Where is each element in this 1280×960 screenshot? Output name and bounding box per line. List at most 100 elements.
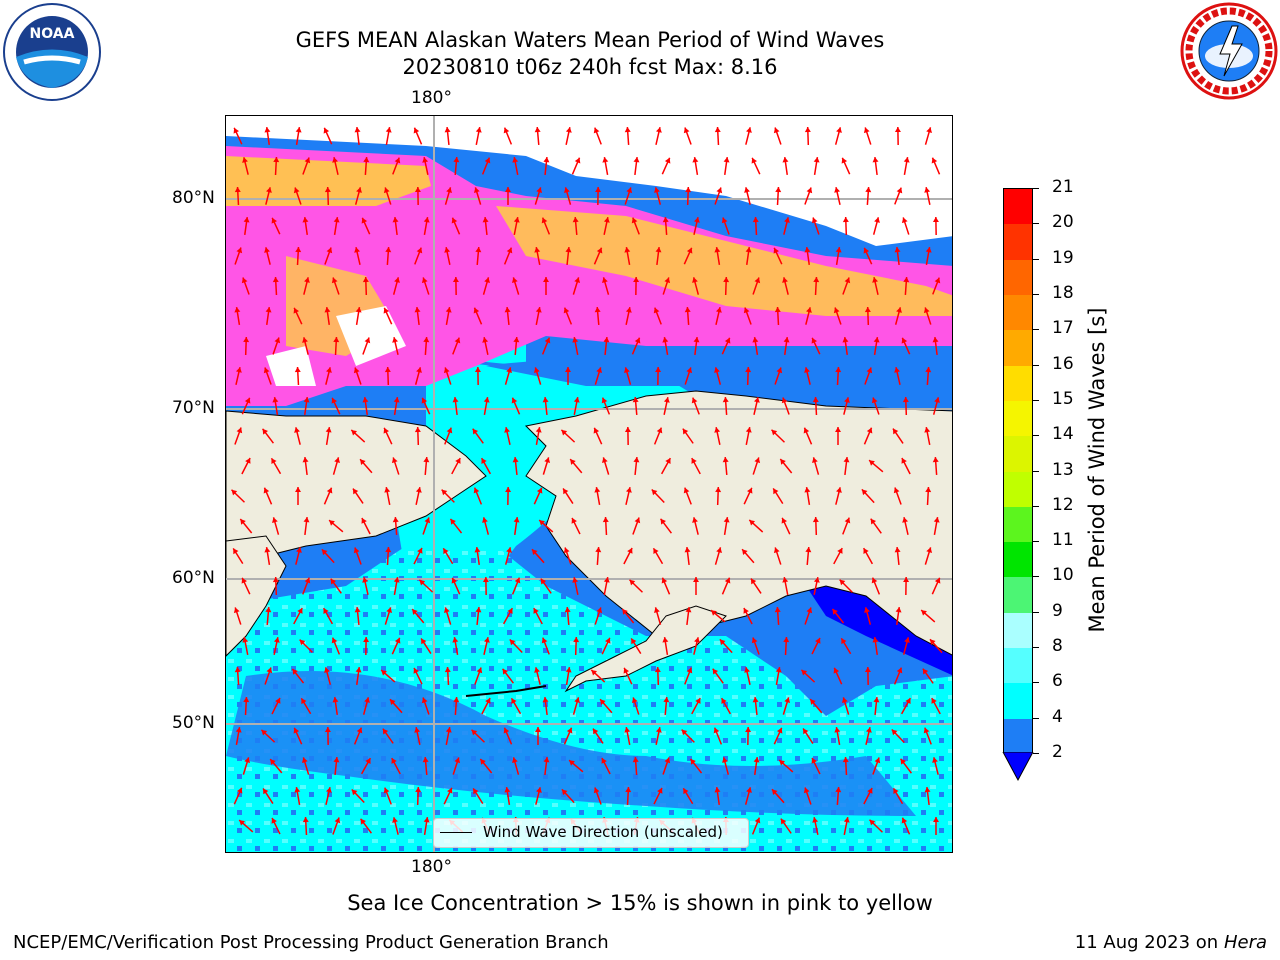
sea-ice-note: Sea Ice Concentration > 15% is shown in … xyxy=(347,891,933,915)
wave-arrow xyxy=(899,758,913,774)
wave-arrow xyxy=(421,697,430,715)
wave-arrow xyxy=(833,667,843,685)
colorbar-block xyxy=(1004,294,1032,331)
wave-arrow xyxy=(693,637,700,655)
map-plot xyxy=(225,115,953,853)
wave-arrow xyxy=(693,336,700,356)
wave-arrow xyxy=(842,517,851,535)
wave-arrow xyxy=(781,517,791,535)
wave-arrow xyxy=(931,157,941,175)
wave-arrow xyxy=(452,637,459,655)
wave-arrow xyxy=(324,186,331,206)
wave-arrow xyxy=(594,306,601,326)
wave-arrow xyxy=(811,757,821,775)
wave-arrow xyxy=(772,487,784,505)
wave-arrow xyxy=(932,397,940,415)
wave-arrow xyxy=(385,127,392,145)
wave-arrow xyxy=(384,487,391,505)
wave-arrow xyxy=(630,637,642,655)
lat-label-60: 60°N xyxy=(172,568,215,588)
colorbar-block xyxy=(1004,648,1032,684)
colorbar-tick-mark xyxy=(1033,329,1039,331)
wave-arrow xyxy=(800,669,816,683)
wave-arrow xyxy=(661,157,671,175)
wave-arrow xyxy=(654,607,662,625)
wave-arrow xyxy=(271,817,281,835)
wave-arrow xyxy=(273,156,280,176)
colorbar-tick-label: 17 xyxy=(1052,318,1074,339)
wave-arrow xyxy=(385,546,392,566)
wave-arrow xyxy=(933,817,939,835)
wave-arrow xyxy=(473,307,483,325)
colorbar-tick-label: 20 xyxy=(1052,212,1074,233)
wave-arrow xyxy=(333,216,340,236)
chukchi-blue xyxy=(486,359,686,386)
wave-arrow xyxy=(781,397,790,415)
wave-arrow xyxy=(503,727,513,745)
wave-arrow xyxy=(423,456,430,476)
colorbar-block xyxy=(1004,471,1032,508)
colorbar-block xyxy=(1004,683,1032,720)
deep-band-north-pacific xyxy=(226,671,916,816)
wave-arrow xyxy=(903,157,910,175)
wave-arrow xyxy=(923,307,932,325)
colorbar-tick-mark xyxy=(1033,188,1039,189)
wave-arrow xyxy=(692,517,699,535)
wave-arrow xyxy=(870,518,882,534)
wave-arrow xyxy=(835,427,841,445)
wave-arrow xyxy=(748,519,764,533)
wave-arrow xyxy=(901,457,911,475)
wave-arrow xyxy=(691,697,701,715)
wave-arrow xyxy=(842,336,849,356)
colorbar-tick-mark xyxy=(1033,576,1039,578)
wave-arrow xyxy=(779,458,793,474)
wave-arrow xyxy=(753,397,760,415)
wave-arrow xyxy=(774,306,781,326)
wave-arrow xyxy=(482,277,490,295)
nws-logo xyxy=(1180,2,1278,100)
wave-arrow xyxy=(599,698,613,714)
wave-arrow xyxy=(483,397,490,415)
wave-arrow xyxy=(444,666,451,686)
wave-arrow xyxy=(572,216,579,236)
wave-arrow xyxy=(721,217,730,235)
wave-arrow xyxy=(362,337,371,355)
wave-arrow xyxy=(745,427,752,445)
wave-arrow xyxy=(264,546,271,566)
wave-arrow xyxy=(843,456,850,476)
wave-arrow xyxy=(803,787,812,805)
colorbar-block xyxy=(1004,259,1032,296)
wave-arrow xyxy=(360,757,372,775)
wave-arrow xyxy=(572,277,581,295)
wave-arrow xyxy=(835,366,842,386)
wave-arrow xyxy=(601,397,611,415)
wave-arrow xyxy=(689,758,703,774)
wave-arrow xyxy=(384,366,391,386)
wave-arrow xyxy=(922,668,934,684)
wave-arrow xyxy=(385,246,392,266)
wave-arrow xyxy=(535,307,542,325)
wave-arrow xyxy=(595,186,602,206)
wave-arrow xyxy=(483,637,490,655)
wave-arrow xyxy=(752,457,761,475)
wave-arrow xyxy=(682,428,694,444)
wave-arrow xyxy=(743,487,753,505)
wave-arrow xyxy=(932,277,941,295)
wave-arrow xyxy=(745,246,752,266)
wave-arrow xyxy=(629,579,643,593)
wave-arrow xyxy=(533,487,543,505)
wave-arrow xyxy=(322,607,334,625)
wave-arrow xyxy=(235,727,242,745)
wave-arrow xyxy=(714,427,721,445)
wave-arrow xyxy=(653,787,663,805)
wave-arrow xyxy=(624,126,631,146)
wave-arrow xyxy=(780,818,792,834)
wave-arrow xyxy=(535,727,541,745)
wave-arrow xyxy=(363,156,370,176)
wave-arrow xyxy=(835,487,842,505)
wave-arrow xyxy=(442,547,454,565)
colorbar-tick-label: 18 xyxy=(1052,282,1074,303)
wave-arrow xyxy=(331,637,341,655)
wave-arrow xyxy=(593,427,603,445)
colorbar-tick-mark xyxy=(1033,647,1039,649)
